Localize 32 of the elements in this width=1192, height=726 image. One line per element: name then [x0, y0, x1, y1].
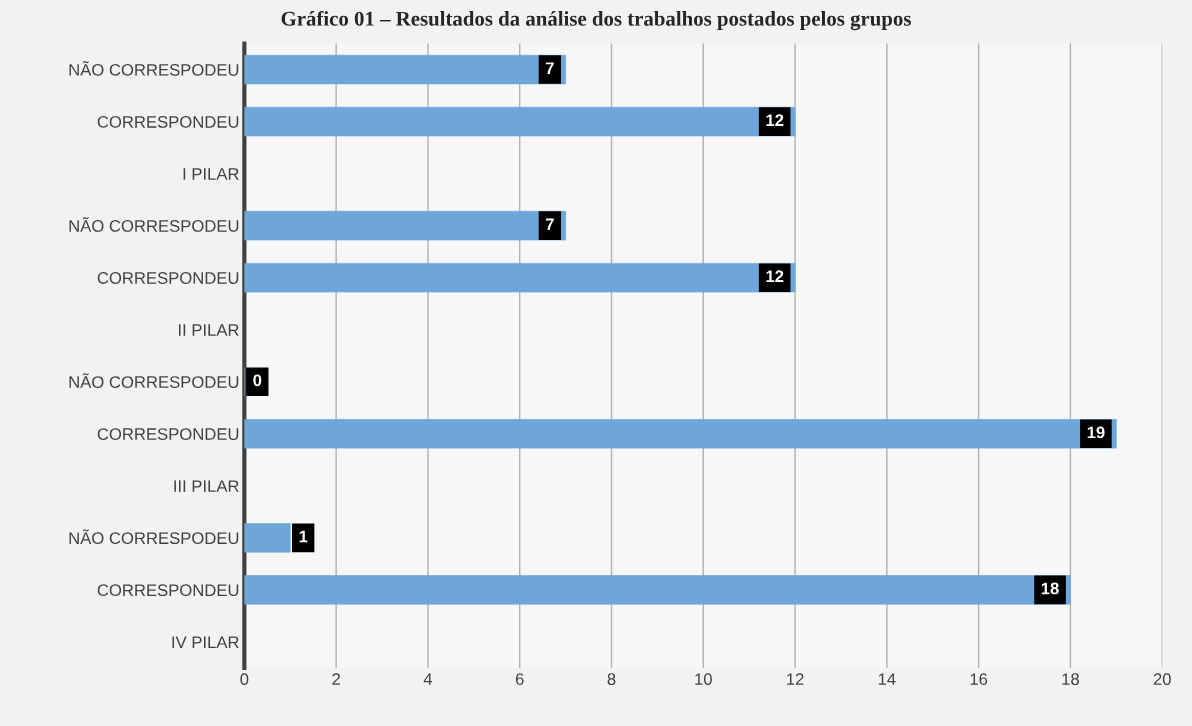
x-tick-label: 8 — [607, 673, 616, 686]
x-tick-label: 16 — [970, 673, 988, 686]
x-tick-label: 2 — [332, 673, 340, 685]
x-tick-label: 4 — [423, 673, 433, 685]
data-label: 18 — [1041, 582, 1059, 595]
x-tick-label: 18 — [1062, 673, 1079, 686]
y-tick-label: CORRESPONDEU — [97, 428, 239, 440]
x-tick-label: 6 — [515, 673, 524, 686]
y-tick-label: NÃO CORRESPODEU — [69, 529, 239, 545]
x-tick-label: 20 — [1153, 673, 1171, 686]
y-tick-label: NÃO CORRESPODEU — [69, 373, 239, 388]
y-tick-label: IV PILAR — [172, 636, 239, 648]
data-label: 7 — [545, 62, 554, 74]
x-tick-label: 0 — [240, 673, 249, 686]
y-tick-label: III PILAR — [174, 480, 239, 492]
data-label: 0 — [253, 374, 262, 387]
x-tick-label: 12 — [787, 673, 804, 685]
data-label: 7 — [545, 218, 554, 230]
data-label: 19 — [1087, 426, 1105, 439]
y-tick-label: CORRESPONDEU — [97, 272, 239, 284]
chart-title: Gráfico 01 – Resultados da análise dos trabalhos postados pelos grupos — [281, 10, 911, 31]
y-tick-label: I PILAR — [183, 168, 239, 180]
x-tick-label: 14 — [878, 673, 896, 685]
y-tick-label: NÃO CORRESPODEU — [69, 60, 239, 76]
y-tick-label: NÃO CORRESPODEU — [69, 217, 239, 232]
data-label: 12 — [766, 114, 784, 126]
data-label: 12 — [766, 270, 784, 282]
y-tick-label: CORRESPONDEU — [97, 584, 239, 597]
y-tick-label: CORRESPONDEU — [97, 116, 239, 128]
x-tick-label: 10 — [695, 673, 712, 686]
y-tick-label: II PILAR — [178, 324, 239, 336]
data-label: 1 — [299, 530, 308, 543]
